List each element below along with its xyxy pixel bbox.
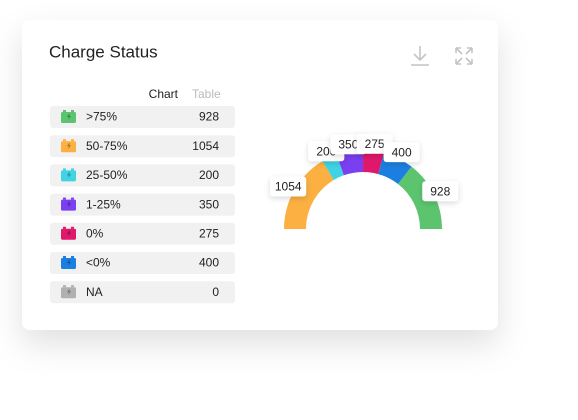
- value-label: 1054: [275, 180, 302, 194]
- row-label: NA: [86, 285, 103, 299]
- battery-icon: [61, 170, 76, 182]
- value-label-box: [422, 181, 459, 202]
- row-value: 0: [212, 285, 219, 299]
- row-label: 50-75%: [86, 139, 128, 153]
- battery-terminal: [63, 139, 66, 142]
- battery-bolt: [67, 260, 71, 266]
- chart-tab[interactable]: Chart: [149, 87, 179, 101]
- value-label: 400: [392, 145, 412, 159]
- battery-icon: [61, 112, 76, 123]
- battery-terminal: [63, 197, 66, 200]
- value-label: 350: [338, 137, 358, 151]
- battery-terminal: [63, 256, 66, 258]
- row-label: 1-25%: [86, 197, 121, 211]
- battery-bolt: [67, 201, 71, 208]
- battery-bolt: [67, 172, 71, 179]
- value-label-box: [383, 142, 420, 163]
- expand-button[interactable]: [455, 47, 473, 65]
- table-tab[interactable]: Table: [192, 87, 221, 101]
- value-label: 928: [430, 184, 450, 198]
- row-background: [50, 193, 235, 216]
- battery-terminal: [63, 110, 66, 112]
- battery-terminal: [71, 226, 74, 229]
- row-label: 0%: [86, 226, 104, 240]
- battery-icon: [61, 228, 76, 240]
- row-background: [50, 281, 235, 304]
- battery-icon: [61, 258, 76, 269]
- battery-terminal: [63, 285, 66, 288]
- battery-terminal: [71, 168, 74, 171]
- battery-bolt: [67, 230, 71, 237]
- battery-terminal: [71, 110, 74, 112]
- battery-icon: [61, 199, 76, 211]
- battery-terminal: [63, 168, 66, 171]
- row-background: [50, 164, 235, 187]
- row-label: <0%: [86, 256, 111, 270]
- battery-icon: [61, 287, 76, 299]
- row-label: >75%: [86, 110, 117, 124]
- download-button[interactable]: [411, 46, 429, 66]
- row-value: 1054: [192, 139, 219, 153]
- row-label: 25-50%: [86, 168, 128, 182]
- value-label-box: [270, 176, 307, 197]
- battery-terminal: [63, 226, 66, 229]
- battery-terminal: [71, 256, 74, 258]
- row-value: 200: [199, 168, 219, 182]
- donut-slice: [284, 161, 334, 229]
- battery-terminal: [71, 285, 74, 288]
- value-label-box: [356, 133, 393, 154]
- battery-icon: [61, 141, 76, 153]
- legend-list: >75% 928 50-75% 1054 25-50% 200 1-25% 350 0% 275 <…: [50, 106, 235, 304]
- row-value: 275: [199, 226, 219, 240]
- donut-slice: [363, 150, 385, 175]
- row-background: [50, 135, 235, 158]
- battery-terminal: [71, 139, 74, 142]
- card-title: Charge Status: [49, 42, 158, 61]
- value-label: 275: [365, 137, 385, 151]
- row-background: [50, 106, 235, 128]
- donut-slice: [398, 166, 442, 229]
- row-value: 928: [199, 110, 219, 124]
- battery-bolt: [67, 114, 71, 120]
- row-background: [50, 252, 235, 274]
- row-background: [50, 222, 235, 245]
- row-value: 350: [199, 197, 219, 211]
- row-value: 400: [199, 256, 219, 270]
- battery-bolt: [67, 289, 71, 296]
- battery-terminal: [71, 197, 74, 200]
- battery-bolt: [67, 143, 71, 150]
